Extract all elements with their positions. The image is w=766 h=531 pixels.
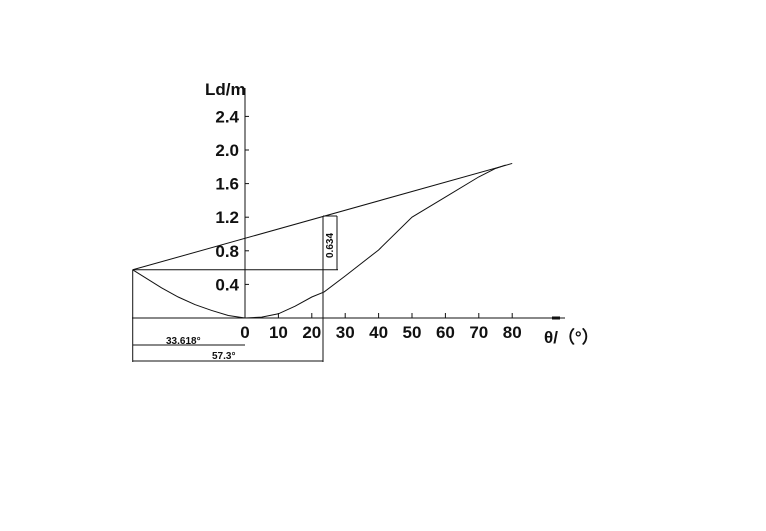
y-tick-label: 2.0 [215, 141, 239, 160]
x-tick-label: 40 [369, 323, 388, 342]
offset-angle-label: 33.618° [166, 336, 201, 347]
axes [132, 88, 565, 320]
x-tick-label: 80 [503, 323, 522, 342]
y-tick-label: 1.6 [215, 175, 239, 194]
y-ticks: 0.4 0.8 1.2 1.6 2.0 2.4 [215, 107, 249, 294]
plot-area [132, 162, 513, 319]
tangent-line [132, 162, 513, 271]
span-angle-label: 57.3° [212, 351, 235, 362]
x-ticks: 0 10 20 30 40 50 60 70 80 [240, 313, 522, 342]
y-tick-label: 1.2 [215, 208, 239, 227]
x-tick-label: 0 [240, 323, 249, 342]
data-curve [132, 164, 506, 319]
x-tick-label: 20 [302, 323, 321, 342]
x-axis-label: θ/（°） [544, 327, 599, 347]
y-tick-label: 0.4 [215, 275, 239, 294]
x-tick-label: 50 [403, 323, 422, 342]
y-tick-label: 2.4 [215, 107, 239, 126]
height-diff-label: 0.634 [325, 233, 336, 258]
y-axis-label: Ld/m [205, 80, 246, 99]
x-tick-label: 70 [469, 323, 488, 342]
x-tick-label: 60 [436, 323, 455, 342]
y-tick-label: 0.8 [215, 242, 239, 261]
annotations: 33.618° 57.3° 0.634 [132, 215, 338, 362]
x-tick-label: 30 [336, 323, 355, 342]
x-tick-label: 10 [269, 323, 288, 342]
